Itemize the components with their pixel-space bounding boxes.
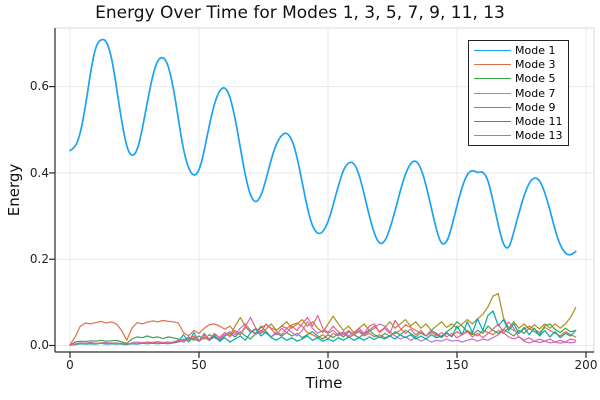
x-tick-label-200: 200 <box>574 358 598 372</box>
y-tick-label-0.2: 0.2 <box>29 252 49 266</box>
x-tick-label-150: 150 <box>445 358 469 372</box>
series-line-mode-5 <box>69 321 577 346</box>
legend-label: Mode 9 <box>515 100 556 114</box>
y-tick-label-0.0: 0.0 <box>29 338 49 352</box>
legend-label: Mode 3 <box>515 58 556 72</box>
legend-label: Mode 7 <box>515 86 556 100</box>
legend-entry-mode-13: Mode 13 <box>474 129 568 142</box>
legend-line-sample-mode-9 <box>474 106 511 108</box>
legend-box: Mode 1 Mode 3 Mode 5 Mode 7 Mode 9 Mode … <box>468 40 569 146</box>
legend-entry-mode-9: Mode 9 <box>474 101 568 114</box>
series-line-mode-9 <box>69 293 577 346</box>
x-tick-label-100: 100 <box>316 358 340 372</box>
x-axis-label: Time <box>305 374 343 392</box>
y-tick-label-0.6: 0.6 <box>29 79 49 93</box>
legend-line-sample-mode-3 <box>474 64 511 66</box>
legend-label: Mode 11 <box>515 114 563 128</box>
legend-line-sample-mode-1 <box>474 50 511 52</box>
series-line-mode-1 <box>69 38 577 256</box>
legend-entry-mode-11: Mode 11 <box>474 115 568 128</box>
legend-line-sample-mode-13 <box>474 134 511 136</box>
legend-line-sample-mode-7 <box>474 92 511 94</box>
x-tick-label-0: 0 <box>66 358 74 372</box>
series-line-mode-3 <box>69 319 577 346</box>
legend-entry-mode-7: Mode 7 <box>474 87 568 100</box>
legend-entry-mode-5: Mode 5 <box>474 72 568 85</box>
legend-line-sample-mode-11 <box>474 120 511 122</box>
legend-label: Mode 13 <box>515 128 563 142</box>
legend-label: Mode 1 <box>515 44 556 58</box>
y-tick-label-0.4: 0.4 <box>29 166 49 180</box>
series-line-mode-13 <box>69 314 577 346</box>
x-tick-label-50: 50 <box>191 358 207 372</box>
legend-entry-mode-3: Mode 3 <box>474 58 568 71</box>
legend-entry-mode-1: Mode 1 <box>474 44 568 57</box>
chart-title: Energy Over Time for Modes 1, 3, 5, 7, 9… <box>95 3 505 23</box>
legend-line-sample-mode-5 <box>474 78 511 80</box>
legend-label: Mode 5 <box>515 72 556 86</box>
